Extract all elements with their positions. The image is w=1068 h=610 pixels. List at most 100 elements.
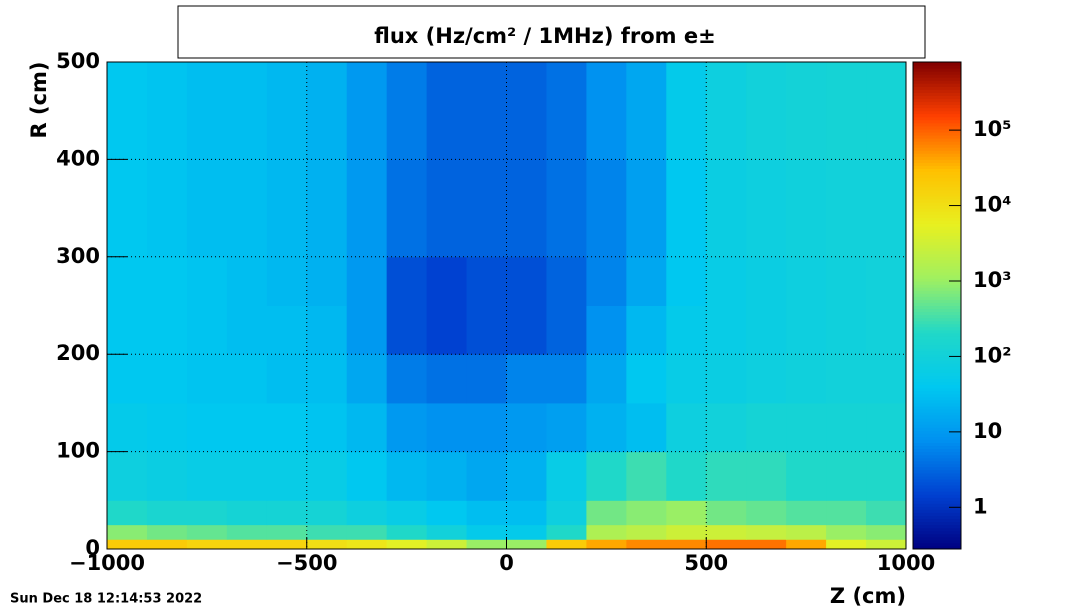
colorbar-segment (913, 311, 961, 316)
heatmap-cell (306, 402, 348, 453)
x-tick-label: 500 (684, 551, 728, 575)
heatmap-cell (346, 451, 388, 501)
colorbar-segment (913, 457, 961, 462)
heatmap-cell (346, 305, 388, 355)
colorbar-segment (913, 478, 961, 483)
colorbar-segment (913, 454, 961, 459)
colorbar-tick-label: 10⁴ (973, 193, 1011, 217)
heatmap-cell (626, 402, 667, 453)
heatmap-cell (226, 451, 268, 501)
heatmap-cell (346, 500, 388, 526)
heatmap-cell (186, 354, 228, 404)
colorbar-segment (913, 488, 961, 492)
chart-title: flux (Hz/cm² / 1MHz) from e± (374, 24, 715, 48)
colorbar-segment (913, 500, 961, 504)
colorbar-segment (913, 323, 961, 328)
x-tick-label: −1000 (69, 551, 145, 575)
colorbar-segment (913, 272, 961, 276)
heatmap-cell (706, 354, 747, 404)
heatmap-cell (746, 256, 787, 306)
heatmap-cell (426, 62, 468, 160)
heatmap-cell (586, 62, 627, 160)
colorbar-segment (913, 338, 961, 343)
heatmap-cell (746, 354, 787, 404)
colorbar-segment (913, 451, 961, 456)
colorbar-segment (913, 135, 961, 139)
heatmap-cell (426, 524, 468, 540)
heatmap-cell (186, 451, 228, 501)
heatmap-cell (746, 62, 787, 160)
heatmap-cell (826, 524, 867, 540)
heatmap-cell (706, 524, 747, 540)
colorbar-segment (913, 472, 961, 477)
heatmap-cell (786, 305, 827, 355)
colorbar-segment (913, 128, 961, 133)
colorbar-segment (913, 390, 961, 395)
heatmap-cell (346, 402, 388, 453)
colorbar-segment (913, 351, 961, 355)
heatmap-cell (306, 354, 348, 404)
colorbar-segment (913, 284, 961, 288)
colorbar-segment (913, 375, 961, 380)
colorbar-segment (913, 448, 961, 453)
colorbar-segment (913, 399, 961, 404)
title-box (177, 5, 926, 59)
colorbar-segment (913, 119, 961, 124)
heatmap-cell (426, 539, 468, 550)
colorbar-tick-label: 10 (973, 419, 1002, 443)
y-tick-label: 200 (56, 341, 100, 365)
colorbar-segment (913, 62, 961, 66)
colorbar-tick-label: 10² (973, 343, 1011, 367)
heatmap-cell (146, 159, 188, 258)
heatmap-cell (186, 305, 228, 355)
heatmap-cell (426, 402, 468, 453)
colorbar-segment (913, 497, 961, 501)
colorbar-segment (913, 250, 961, 255)
colorbar-segment (913, 506, 961, 510)
colorbar-segment (913, 226, 961, 230)
heatmap-cell (506, 256, 547, 306)
heatmap-cell (626, 500, 667, 526)
colorbar-segment (913, 92, 961, 96)
heatmap-cell (506, 159, 547, 258)
heatmap-cell (746, 402, 787, 453)
y-tick-label: 0 (85, 536, 100, 560)
heatmap-cell (146, 305, 188, 355)
heatmap-cell (866, 256, 907, 306)
heatmap-cell (426, 451, 468, 501)
heatmap-cell (226, 539, 268, 550)
colorbar-segment (913, 366, 961, 370)
colorbar-segment (913, 466, 961, 471)
colorbar-segment (913, 299, 961, 303)
heatmap-cell (186, 524, 228, 540)
heatmap-cell (266, 500, 308, 526)
colorbar-segment (913, 195, 961, 200)
colorbar-segment (913, 445, 961, 450)
heatmap-cell (426, 256, 468, 306)
colorbar-segment (913, 83, 961, 87)
colorbar-segment (913, 275, 961, 279)
colorbar-segment (913, 320, 961, 325)
heatmap-cell (266, 354, 308, 404)
colorbar-segment (913, 329, 961, 334)
colorbar-tick-label: 10³ (973, 268, 1011, 292)
heatmap-cell (186, 62, 228, 160)
heatmap-cell (466, 256, 507, 306)
heatmap-cell (666, 159, 707, 258)
heatmap-cell (586, 354, 627, 404)
colorbar-segment (913, 278, 961, 282)
colorbar-segment (913, 253, 961, 258)
x-tick-label: 0 (499, 551, 514, 575)
colorbar-segment (913, 235, 961, 240)
colorbar-segment (913, 433, 961, 437)
colorbar-segment (913, 107, 961, 112)
heatmap-cell (306, 305, 348, 355)
colorbar-segment (913, 80, 961, 84)
colorbar-segment (913, 503, 961, 507)
colorbar-segment (913, 515, 961, 520)
heatmap-cell (386, 62, 428, 160)
heatmap-cell (306, 500, 348, 526)
heatmap-cell (786, 500, 827, 526)
heatmap-cell (706, 451, 747, 501)
heatmap-cell (866, 524, 907, 540)
